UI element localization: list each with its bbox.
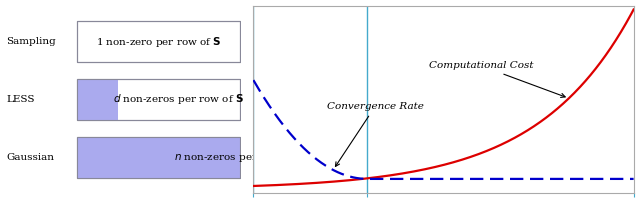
Bar [77, 137, 240, 178]
Bar [77, 79, 240, 120]
Text: Convergence Rate: Convergence Rate [326, 102, 424, 166]
Text: Sampling: Sampling [6, 37, 56, 46]
Bar [77, 137, 240, 178]
Text: 1 non-zero per row of $\mathbf{S}$: 1 non-zero per row of $\mathbf{S}$ [95, 34, 221, 49]
Bar [77, 21, 240, 62]
Bar [77, 79, 118, 120]
Text: LESS: LESS [6, 95, 35, 104]
Bar [77, 21, 240, 62]
Text: Gaussian: Gaussian [6, 153, 54, 162]
Bar [77, 137, 240, 178]
Text: $d$ non-zeros per row of $\mathbf{S}$: $d$ non-zeros per row of $\mathbf{S}$ [113, 93, 244, 106]
Text: $n$ non-zeros per row of $\mathbf{S}$: $n$ non-zeros per row of $\mathbf{S}$ [175, 150, 305, 165]
Bar [77, 79, 240, 120]
Text: Computational Cost: Computational Cost [429, 61, 565, 98]
